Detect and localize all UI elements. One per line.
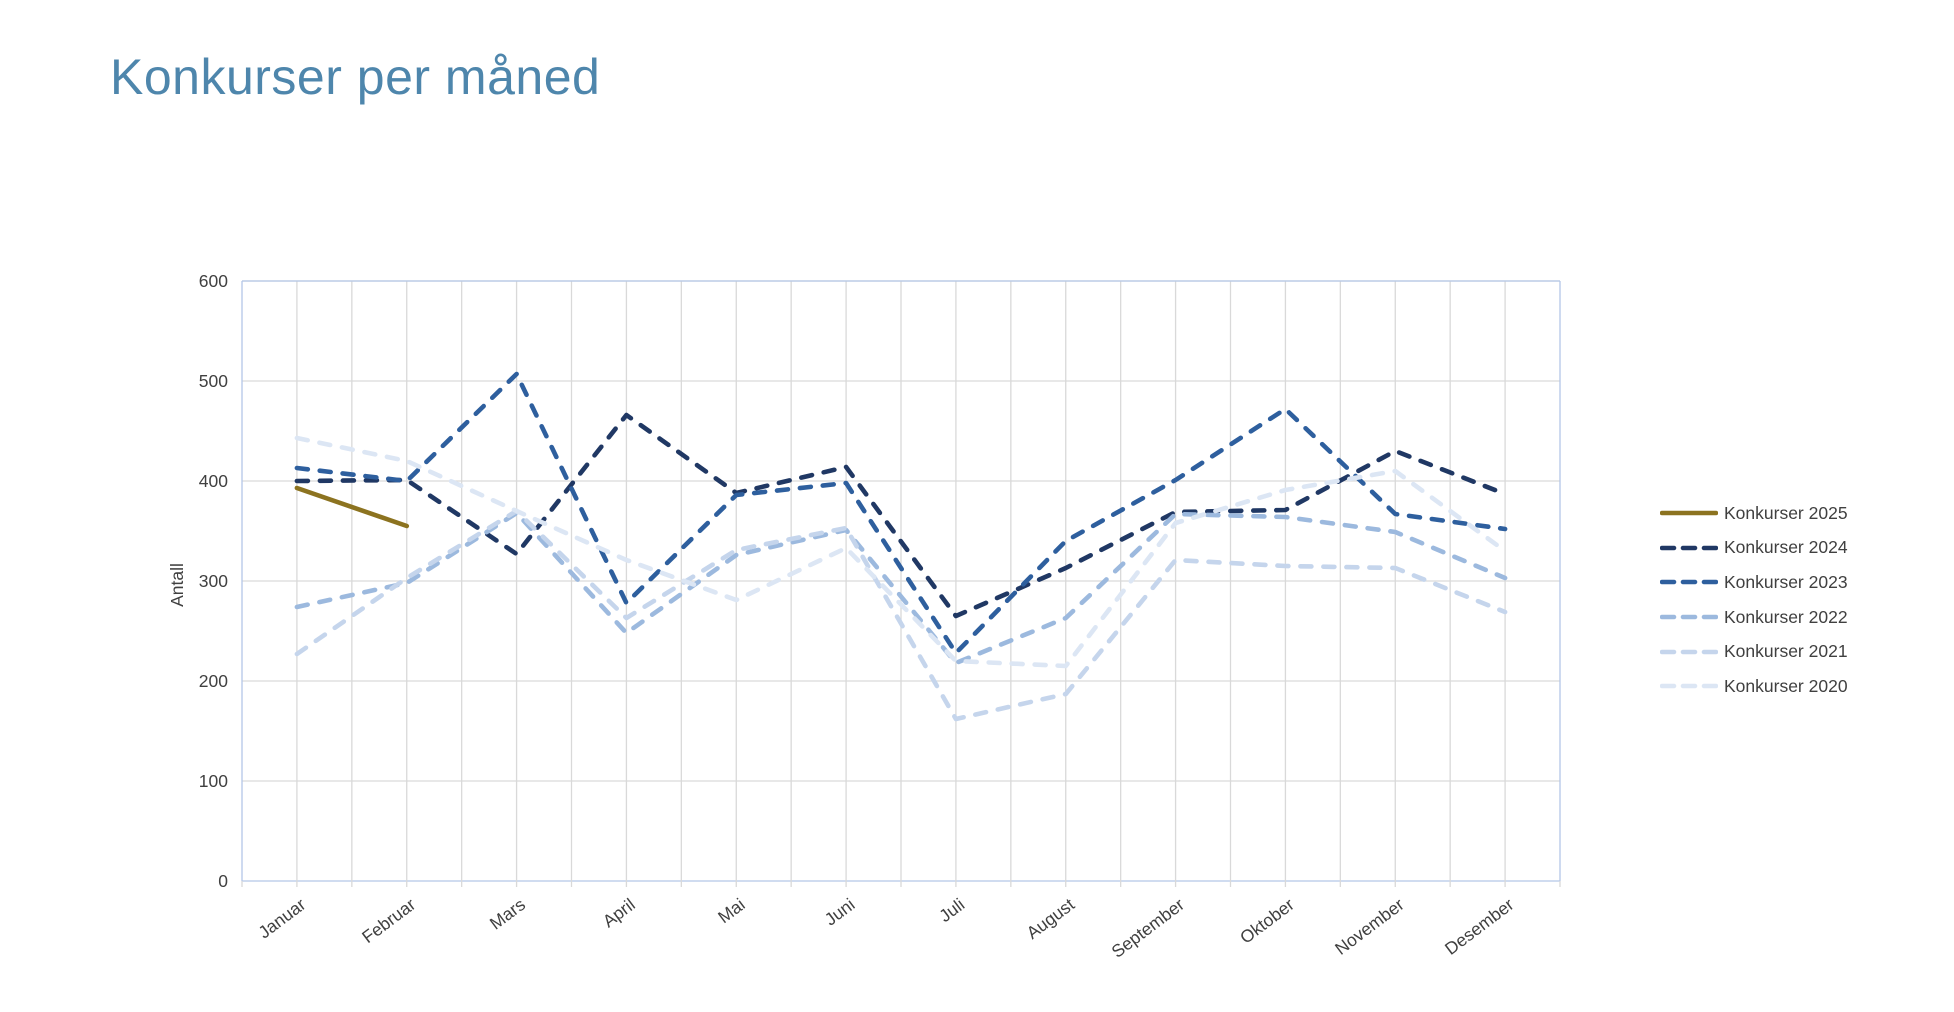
legend-label: Konkurser 2024 (1724, 537, 1848, 558)
legend-swatch (1660, 683, 1718, 689)
x-tick-label-juni: Juni (821, 894, 859, 929)
y-tick-label-0: 0 (218, 871, 228, 891)
y-axis-title: Antall (167, 563, 187, 607)
y-tick-label-300: 300 (199, 571, 228, 591)
y-tick-label-200: 200 (199, 671, 228, 691)
legend-label: Konkurser 2021 (1724, 641, 1848, 662)
legend-swatch (1660, 614, 1718, 620)
chart-legend: Konkurser 2025 Konkurser 2024 Konkurser 20… (1660, 496, 1848, 704)
legend-label: Konkurser 2022 (1724, 606, 1848, 627)
legend-label: Konkurser 2023 (1724, 571, 1848, 592)
chart-title: Konkurser per måned (110, 49, 601, 105)
x-tick-label-desember: Desember (1441, 894, 1518, 959)
series-line-konkurser-2025 (294, 485, 410, 529)
x-tick-label-juli: Juli (935, 894, 968, 926)
legend-swatch (1660, 649, 1718, 654)
x-tick-label-mars: Mars (486, 894, 529, 934)
y-tick-label-100: 100 (199, 771, 228, 791)
x-tick-label-november: November (1331, 894, 1408, 959)
x-tick-label-september: September (1108, 894, 1189, 962)
x-tick-label-februar: Februar (358, 894, 419, 947)
y-tick-label-600: 600 (199, 271, 228, 291)
legend-item-konkurser-2024: Konkurser 2024 (1660, 531, 1848, 566)
series-line-konkurser-2022 (294, 510, 1508, 666)
y-tick-label-500: 500 (199, 371, 228, 391)
x-tick-label-august: August (1023, 894, 1079, 943)
x-tick-label-januar: Januar (255, 894, 310, 942)
x-tick-label-oktober: Oktober (1236, 894, 1298, 948)
legend-label: Konkurser 2020 (1724, 675, 1848, 696)
series-line-konkurser-2023 (294, 371, 1508, 656)
legend-label: Konkurser 2025 (1724, 502, 1848, 523)
legend-item-konkurser-2025: Konkurser 2025 (1660, 496, 1848, 531)
legend-item-konkurser-2023: Konkurser 2023 (1660, 565, 1848, 600)
x-tick-label-april: April (599, 894, 639, 931)
x-tick-label-mai: Mai (714, 894, 749, 927)
legend-swatch (1660, 545, 1718, 551)
legend-item-konkurser-2021: Konkurser 2021 (1660, 634, 1848, 669)
series-line-konkurser-2024 (294, 412, 1508, 619)
legend-swatch (1660, 580, 1718, 585)
legend-item-konkurser-2022: Konkurser 2022 (1660, 600, 1848, 635)
series-line-konkurser-2021 (294, 508, 1508, 722)
legend-swatch (1660, 510, 1718, 516)
y-tick-label-400: 400 (199, 471, 228, 491)
legend-item-konkurser-2020: Konkurser 2020 (1660, 669, 1848, 704)
series-line-konkurser-2020 (294, 435, 1508, 669)
